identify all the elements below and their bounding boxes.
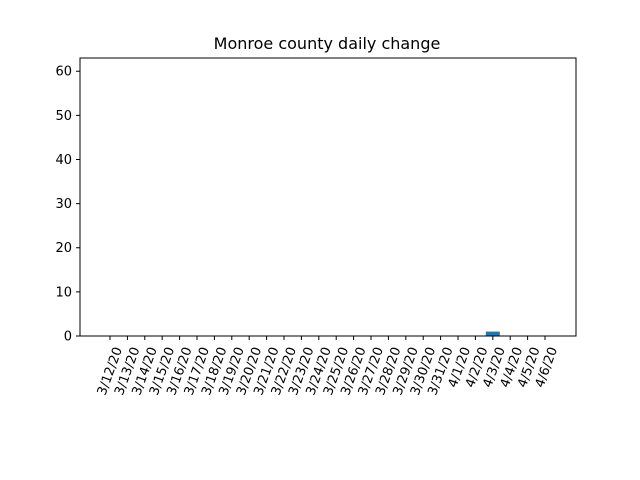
- x-axis: 3/12/203/13/203/14/203/15/203/16/203/17/…: [95, 336, 561, 397]
- plot-frame: [79, 57, 577, 337]
- y-tick-label: 20: [55, 241, 72, 256]
- y-tick-label: 0: [64, 330, 72, 345]
- bars-layer: [485, 331, 500, 336]
- bar-4/3/20: [485, 331, 500, 336]
- chart-title: Monroe county daily change: [214, 34, 441, 53]
- y-axis: 0 10 20 30 40 50 60: [55, 65, 80, 345]
- y-tick-label: 60: [55, 65, 72, 80]
- y-tick-label: 30: [55, 197, 72, 212]
- y-tick-label: 50: [55, 109, 72, 124]
- y-tick-label: 10: [55, 285, 72, 300]
- y-tick-label: 40: [55, 153, 72, 168]
